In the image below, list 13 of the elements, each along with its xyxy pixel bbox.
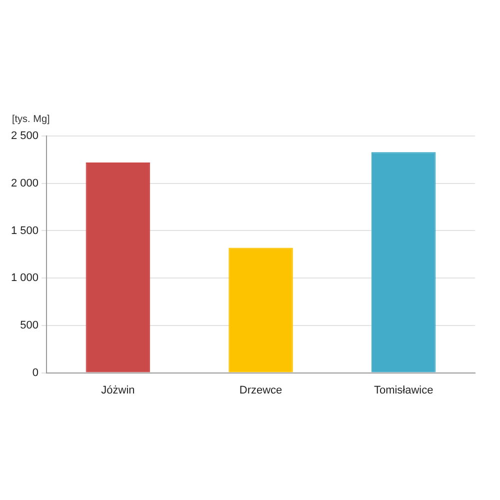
bar bbox=[371, 152, 436, 372]
x-tick-label: Tomisławice bbox=[374, 384, 434, 396]
y-tick-label: 2 000 bbox=[10, 177, 39, 190]
x-tick-label: Jóżwin bbox=[101, 384, 135, 396]
y-tick-label: 500 bbox=[20, 319, 39, 332]
y-tick-label: 1 000 bbox=[10, 272, 39, 284]
bar bbox=[228, 248, 293, 372]
y-tick-label: 2 500 bbox=[10, 130, 39, 142]
y-tick-label: 1 500 bbox=[10, 224, 39, 237]
x-tick-label: Drzewce bbox=[239, 384, 282, 396]
y-axis-title: [tys. Mg] bbox=[12, 114, 50, 125]
y-tick-label: 0 bbox=[32, 366, 39, 379]
bar bbox=[86, 162, 150, 372]
